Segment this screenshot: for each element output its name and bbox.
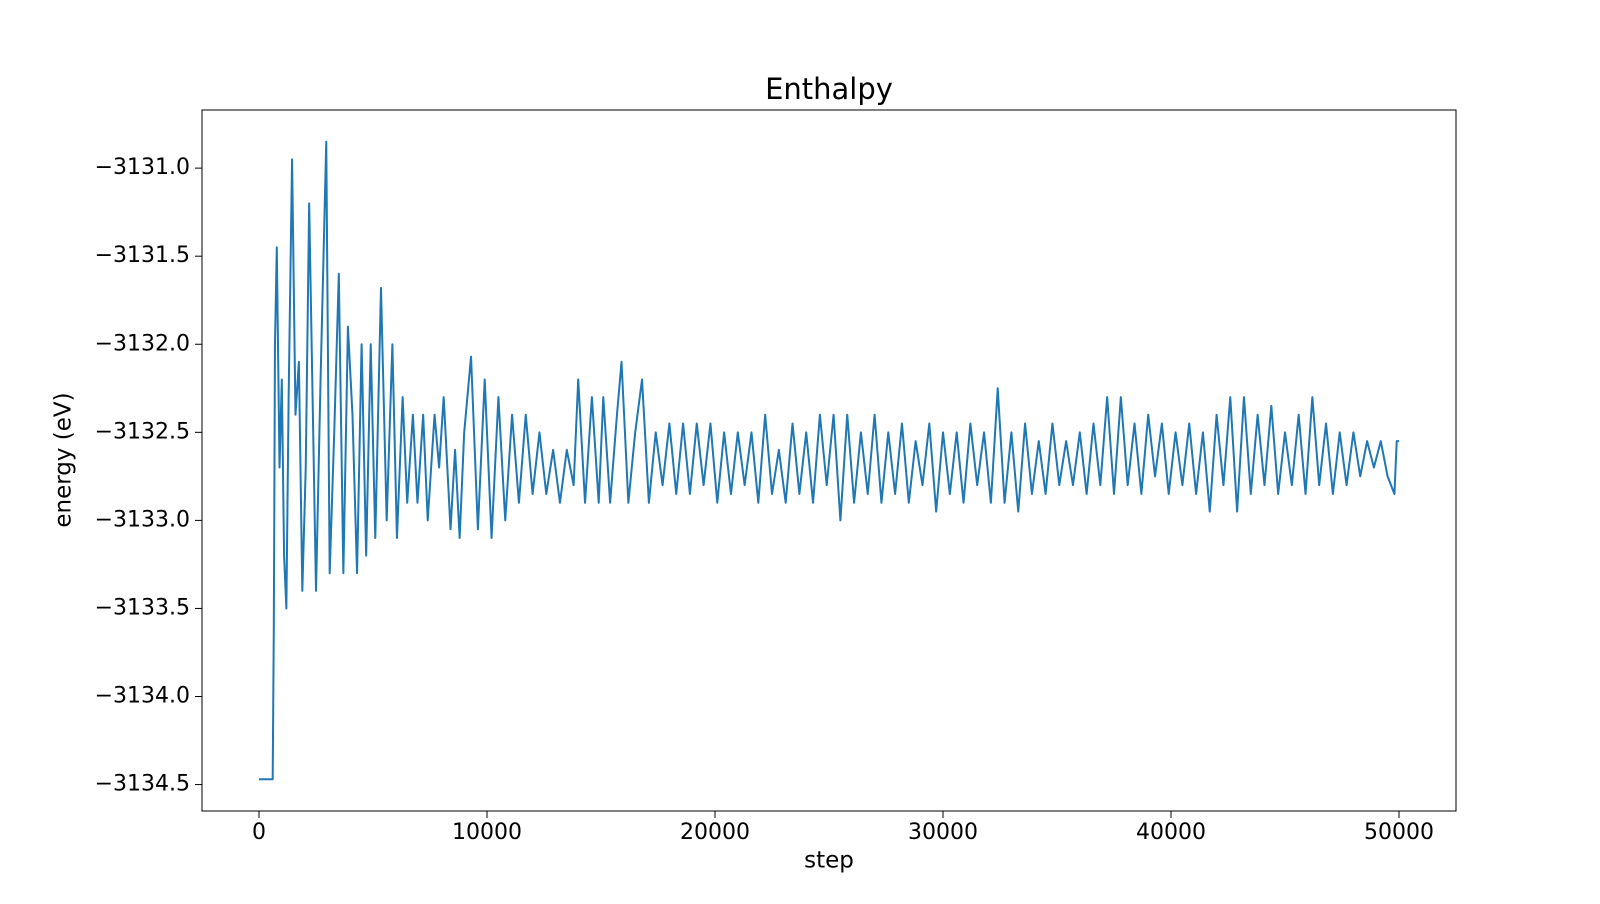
x-tick-label: 30000: [908, 820, 978, 845]
y-tick-label: −3132.5: [95, 419, 190, 444]
x-axis-label: step: [804, 848, 854, 874]
x-tick-label: 10000: [452, 820, 522, 845]
x-tick-label: 50000: [1364, 820, 1434, 845]
x-tick-label: 0: [252, 820, 266, 845]
y-tick-label: −3134.5: [95, 772, 190, 797]
y-tick-label: −3132.0: [95, 331, 190, 356]
y-tick-label: −3134.0: [95, 684, 190, 709]
x-tick-label: 20000: [680, 820, 750, 845]
y-tick-label: −3133.0: [95, 507, 190, 532]
x-tick-label: 40000: [1136, 820, 1206, 845]
data-line: [259, 140, 1399, 781]
y-tick-label: −3131.5: [95, 243, 190, 268]
y-axis-label: energy (eV): [51, 392, 77, 527]
chart-title: Enthalpy: [765, 72, 893, 106]
y-tick-label: −3131.0: [95, 155, 190, 180]
y-tick-label: −3133.5: [95, 595, 190, 620]
plot-frame: [201, 109, 1457, 812]
